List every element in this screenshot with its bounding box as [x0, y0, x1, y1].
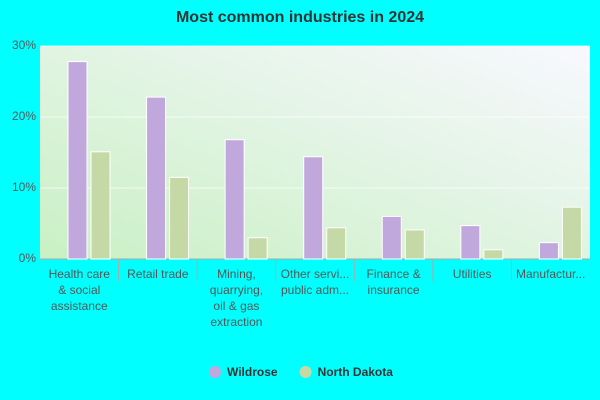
- bar: [169, 176, 190, 260]
- y-tick-label: 30%: [12, 38, 36, 52]
- bar: [90, 151, 111, 260]
- x-tick-label: Utilities: [452, 267, 492, 281]
- legend-swatch: [209, 366, 221, 378]
- x-tick-label: Finance & insurance: [366, 267, 421, 297]
- x-tick-label: Other servi... public adm...: [280, 267, 350, 297]
- y-tick-label: 0%: [19, 251, 37, 265]
- legend-label: Wildrose: [227, 365, 278, 379]
- bar: [303, 156, 324, 260]
- y-tick-label: 20%: [12, 109, 36, 123]
- bar: [460, 225, 481, 260]
- x-tick-label: Retail trade: [127, 267, 189, 281]
- bar: [224, 139, 245, 260]
- bar: [381, 215, 402, 260]
- bar: [67, 61, 88, 260]
- x-tick-label: Mining, quarrying, oil & gas extraction: [209, 267, 264, 329]
- bar: [247, 237, 268, 260]
- x-tick-label: Manufactur...: [516, 267, 586, 281]
- bar: [146, 96, 167, 260]
- bar: [538, 242, 559, 260]
- bar: [404, 229, 425, 260]
- bar: [561, 206, 582, 260]
- bar: [483, 249, 504, 260]
- legend-swatch: [299, 366, 312, 378]
- x-tick-label: Health care & social assistance: [48, 267, 110, 313]
- y-tick-label: 10%: [12, 180, 36, 194]
- bar: [326, 227, 347, 260]
- chart-title: Most common industries in 2024: [176, 9, 424, 26]
- legend-label: North Dakota: [318, 365, 394, 379]
